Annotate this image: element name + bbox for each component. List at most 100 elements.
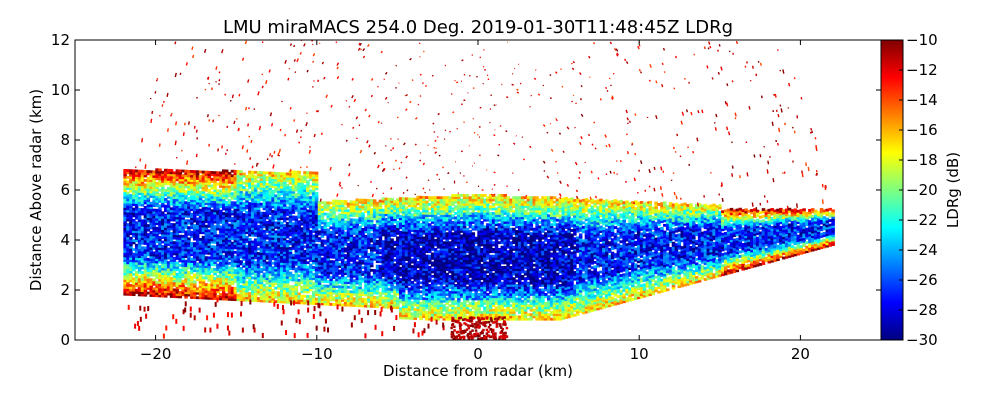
ldr-cell	[149, 242, 153, 246]
ldr-cell	[384, 206, 389, 210]
ldr-cell	[277, 246, 281, 250]
ldr-cell	[352, 229, 357, 233]
ldr-cell	[317, 284, 322, 288]
ldr-cell	[248, 195, 252, 199]
ldr-cell	[126, 214, 130, 217]
ldr-cell	[259, 254, 264, 258]
ldr-cell	[323, 275, 328, 279]
ldr-cell	[253, 204, 258, 208]
ldr-cell	[204, 272, 209, 275]
ldr-cell	[184, 259, 188, 263]
ldr-cell	[268, 178, 272, 182]
ldr-cell	[326, 289, 330, 293]
ldr-cell	[291, 193, 296, 196]
ldr-cell	[401, 273, 406, 277]
ldr-cell	[274, 257, 278, 261]
ldr-cell	[245, 211, 249, 214]
ldr-cell	[390, 242, 394, 246]
ldr-cell	[311, 299, 316, 303]
ldr-cell	[326, 264, 330, 268]
ldr-cell	[253, 292, 258, 296]
ldr-cell	[280, 293, 284, 297]
ldr-cell	[372, 203, 377, 207]
ldr-cell	[152, 210, 156, 214]
ldr-cell	[175, 171, 180, 175]
ldr-cell	[282, 269, 287, 272]
ldr-cell	[282, 264, 287, 268]
ldr-cell	[140, 219, 145, 223]
ldr-cell	[294, 204, 299, 208]
ldr-cell	[224, 221, 229, 225]
ldr-cell	[216, 202, 220, 206]
ldr-cell	[126, 281, 130, 285]
ldr-cell	[358, 234, 362, 238]
ldr-cell	[245, 289, 249, 293]
ldr-cell	[288, 240, 293, 244]
ldr-cell	[265, 286, 270, 290]
ldr-cell	[285, 208, 290, 212]
ldr-cell	[396, 202, 400, 206]
ldr-cell	[297, 238, 301, 242]
ldr-cell	[219, 238, 223, 242]
ldr-cell	[163, 283, 168, 287]
ldr-cell	[245, 256, 249, 259]
ldr-cell	[187, 293, 191, 297]
ldr-cell	[268, 223, 272, 227]
ldr-cell	[303, 202, 307, 206]
ldr-cell	[169, 169, 174, 172]
ldr-cell	[369, 257, 374, 261]
ldr-cell	[352, 268, 357, 271]
ldr-cell	[227, 225, 232, 229]
ldr-cell	[222, 178, 226, 182]
ldr-cell	[335, 294, 339, 298]
ldr-cell	[300, 272, 304, 276]
ldr-cell	[277, 208, 281, 211]
ldr-cell	[340, 287, 345, 291]
ldr-cell	[216, 259, 220, 262]
ldr-cell	[372, 242, 377, 245]
ldr-cell	[303, 249, 307, 253]
ldr-cell	[311, 221, 316, 224]
ldr-cell	[364, 286, 368, 290]
ldr-cell	[140, 289, 145, 292]
ldr-cell	[361, 223, 365, 227]
ldr-cell	[245, 271, 249, 275]
ldr-cell	[274, 264, 278, 268]
ldr-cell	[268, 209, 272, 213]
ldr-cell	[219, 227, 223, 231]
ldr-cell	[222, 241, 226, 245]
ldr-cell	[161, 197, 165, 201]
ldr-cell	[277, 293, 281, 297]
ldr-cell	[300, 294, 304, 298]
ldr-cell	[332, 244, 336, 248]
ldr-cell	[369, 300, 374, 304]
ldr-cell	[152, 294, 156, 298]
ldr-cell	[271, 297, 275, 301]
ldr-cell	[387, 218, 391, 221]
ldr-cell	[378, 219, 383, 223]
ldr-cell	[285, 242, 290, 246]
ldr-cell	[396, 216, 400, 220]
ldr-cell	[239, 208, 243, 212]
ldr-cell	[407, 231, 412, 235]
ldr-cell	[245, 179, 249, 183]
ldr-cell	[346, 285, 351, 289]
ldr-cell	[349, 209, 354, 213]
ldr-cell	[335, 228, 339, 232]
ldr-cell	[210, 177, 214, 181]
ldr-cell	[224, 273, 229, 276]
ldr-cell	[343, 236, 348, 239]
ldr-cell	[149, 215, 153, 219]
ldr-cell	[172, 236, 177, 240]
ldr-cell	[300, 197, 304, 201]
ldr-cell	[349, 274, 354, 278]
ldr-cell	[123, 265, 127, 269]
ldr-cell	[332, 287, 336, 291]
ldr-cell	[166, 274, 171, 278]
ldr-cell	[248, 222, 252, 226]
ldr-cell	[280, 255, 284, 259]
ldr-cell	[340, 244, 345, 248]
ldr-cell	[146, 278, 151, 281]
ldr-cell	[274, 239, 278, 243]
ldr-cell	[326, 208, 330, 212]
